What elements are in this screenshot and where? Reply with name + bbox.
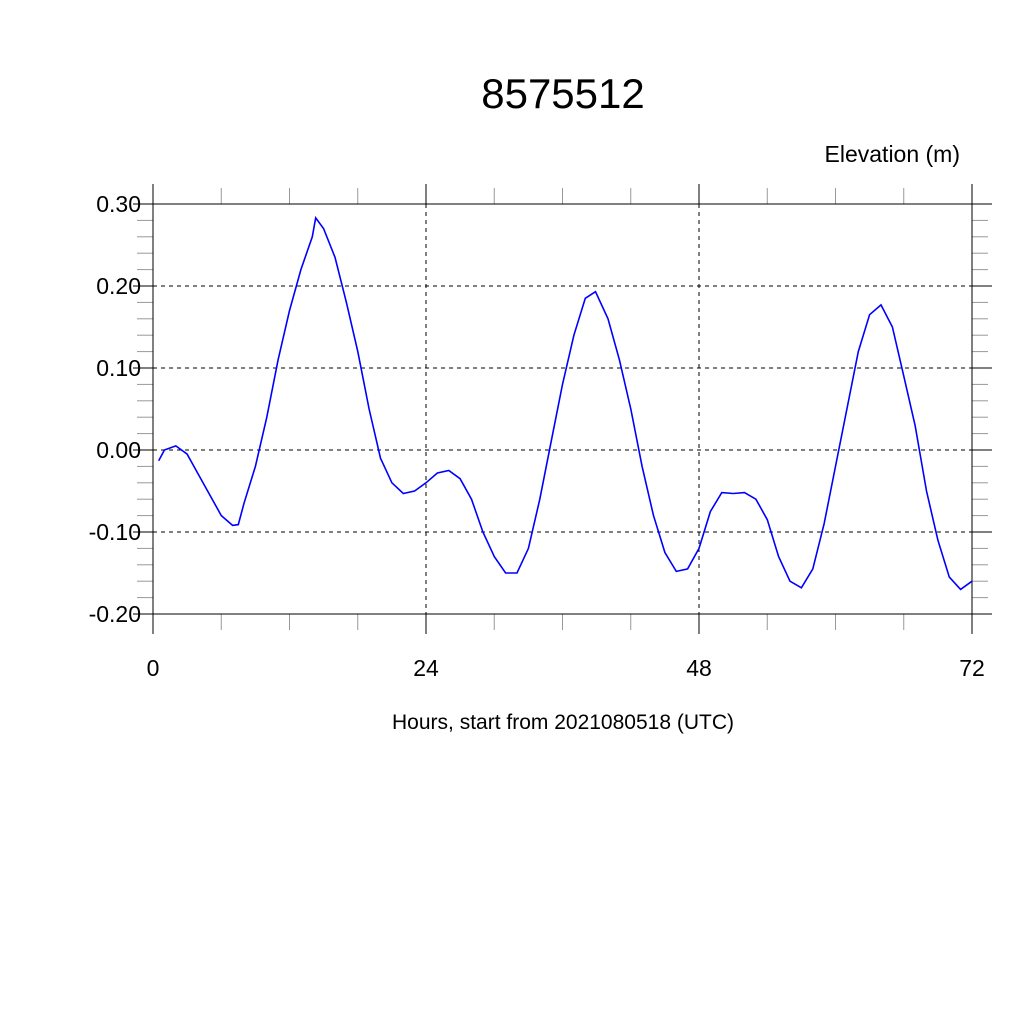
x-tick-label: 72: [959, 655, 985, 681]
series-line: [157, 215, 973, 591]
y-tick-label: -0.20: [89, 601, 141, 627]
y-tick-label: 0.10: [96, 355, 141, 381]
grid: [152, 203, 973, 615]
y-tick-label: 0.00: [96, 437, 141, 463]
plot-frame: [152, 203, 973, 615]
x-tick-label: 0: [147, 655, 160, 681]
y-tick-label: -0.10: [89, 519, 141, 545]
chart-subtitle: Elevation (m): [825, 141, 960, 167]
ticks: [133, 184, 992, 634]
x-axis-label: Hours, start from 2021080518 (UTC): [392, 711, 734, 734]
x-tick-label: 48: [686, 655, 712, 681]
y-tick-label: 0.30: [96, 191, 141, 217]
chart-title: 8575512: [481, 70, 645, 117]
x-tick-label: 24: [413, 655, 439, 681]
tick-labels: -0.20 -0.10 0.00 0.10 0.20 0.30 0 24 48 72: [89, 191, 985, 681]
y-tick-label: 0.20: [96, 273, 141, 299]
